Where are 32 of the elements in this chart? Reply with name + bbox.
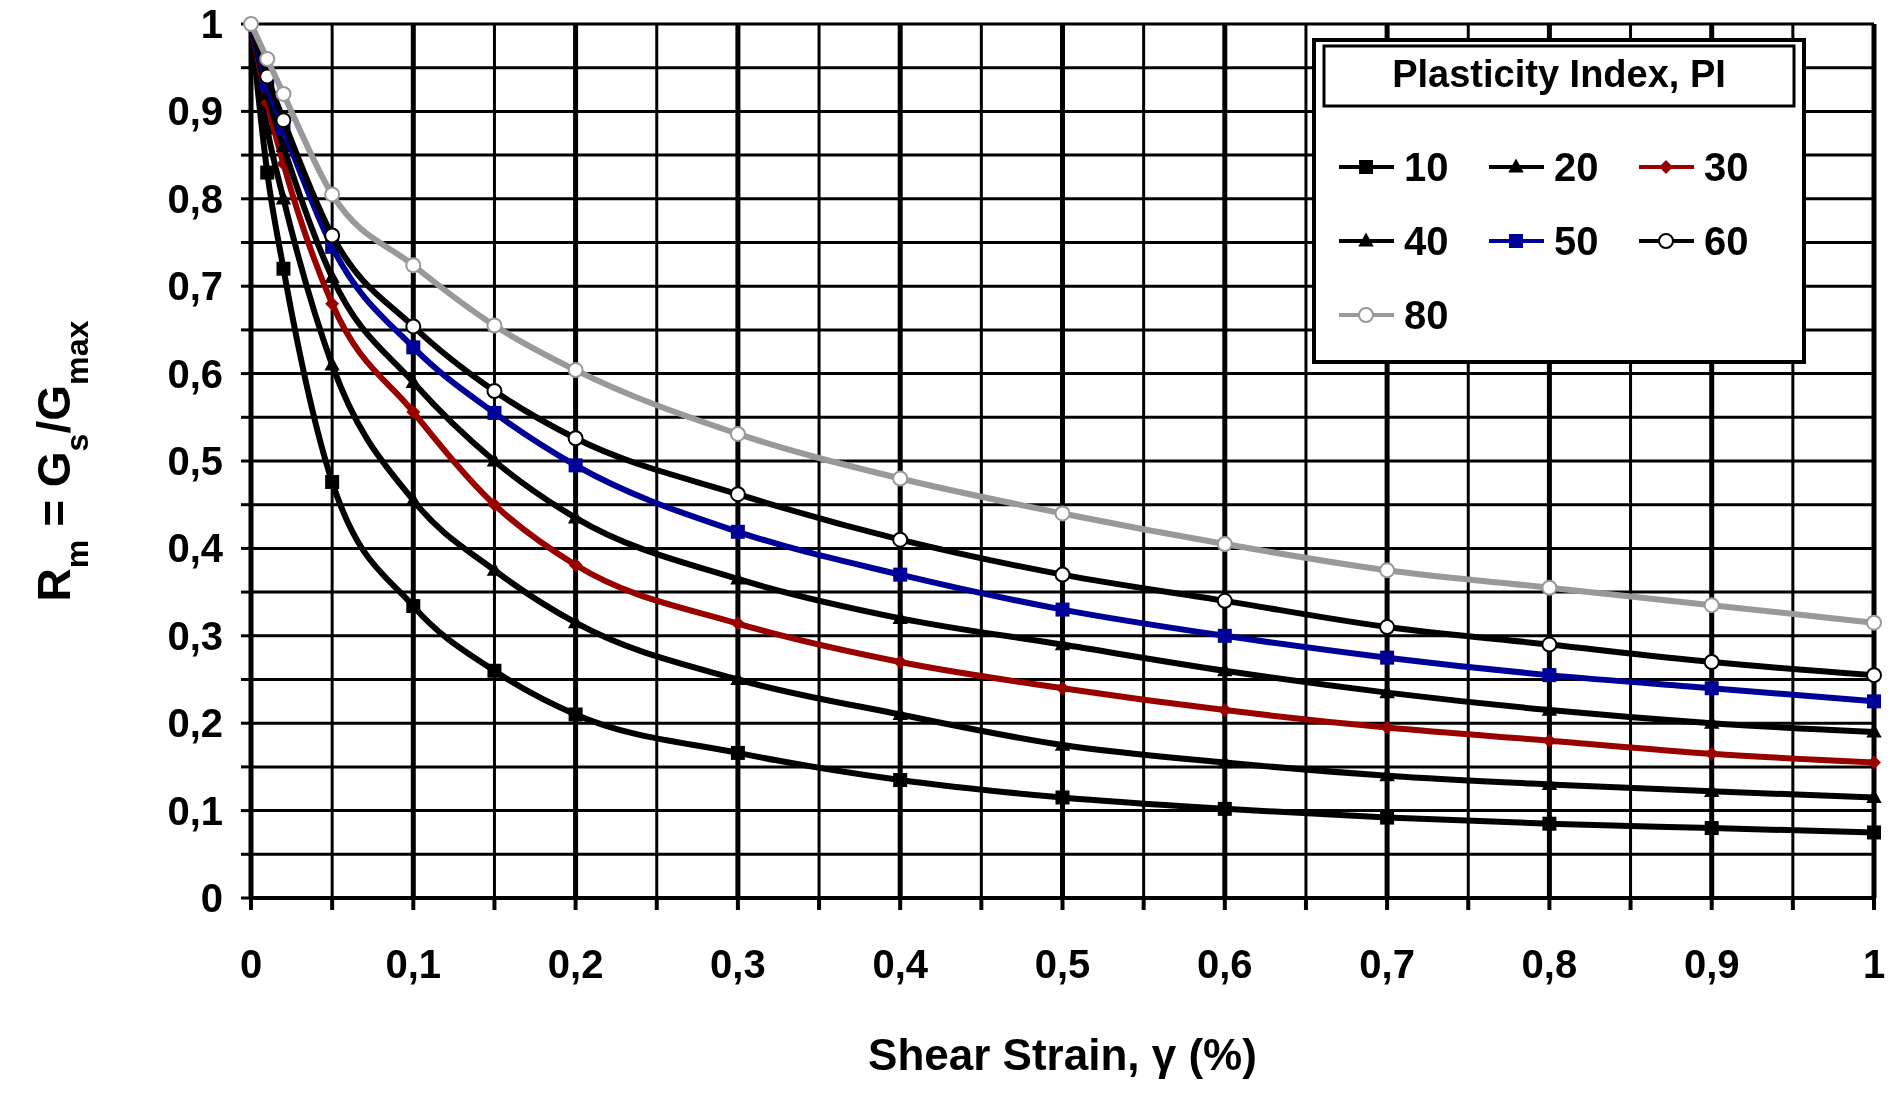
x-tick-label: 0,7: [1359, 942, 1415, 986]
x-tick-label: 0,8: [1521, 942, 1578, 986]
y-tick-label: 0,3: [167, 613, 223, 658]
x-tick-label: 0: [239, 942, 263, 986]
y-tick-label: 0,4: [167, 526, 224, 571]
legend-title: Plasticity Index, PI: [1392, 53, 1726, 95]
y-tick-label: 0,7: [167, 264, 223, 309]
x-tick-label: 0,6: [1197, 942, 1253, 986]
x-tick-label: 0,5: [1034, 942, 1091, 986]
x-axis-title: Shear Strain, γ (%): [868, 1030, 1257, 1079]
y-tick-label: 1: [200, 2, 223, 46]
y-tick-label: 0,8: [167, 176, 223, 221]
legend-label: 40: [1404, 219, 1449, 263]
y-tick-label: 0,5: [167, 439, 223, 483]
x-tick-label: 0,1: [385, 942, 442, 986]
y-tick-label: 0,6: [167, 351, 223, 396]
legend-label: 30: [1704, 145, 1749, 189]
y-tick-label: 0: [200, 876, 223, 920]
y-tick-label: 0,2: [167, 701, 223, 746]
legend-label: 20: [1554, 145, 1599, 189]
x-tick-label: 0,9: [1683, 942, 1740, 986]
x-tick-label: 0,2: [547, 942, 604, 986]
x-tick-label: 1: [1862, 942, 1886, 986]
legend-label: 10: [1404, 145, 1449, 189]
y-tick-label: 0,9: [167, 89, 223, 134]
y-tick-label: 0,1: [167, 788, 223, 833]
legend-label: 50: [1554, 219, 1599, 263]
legend-label: 80: [1404, 293, 1449, 337]
legend-title-frame: Plasticity Index, PI: [1322, 44, 1796, 108]
x-tick-label: 0,3: [710, 942, 766, 986]
x-tick-label: 0,4: [872, 942, 929, 986]
legend-label: 60: [1704, 219, 1749, 263]
